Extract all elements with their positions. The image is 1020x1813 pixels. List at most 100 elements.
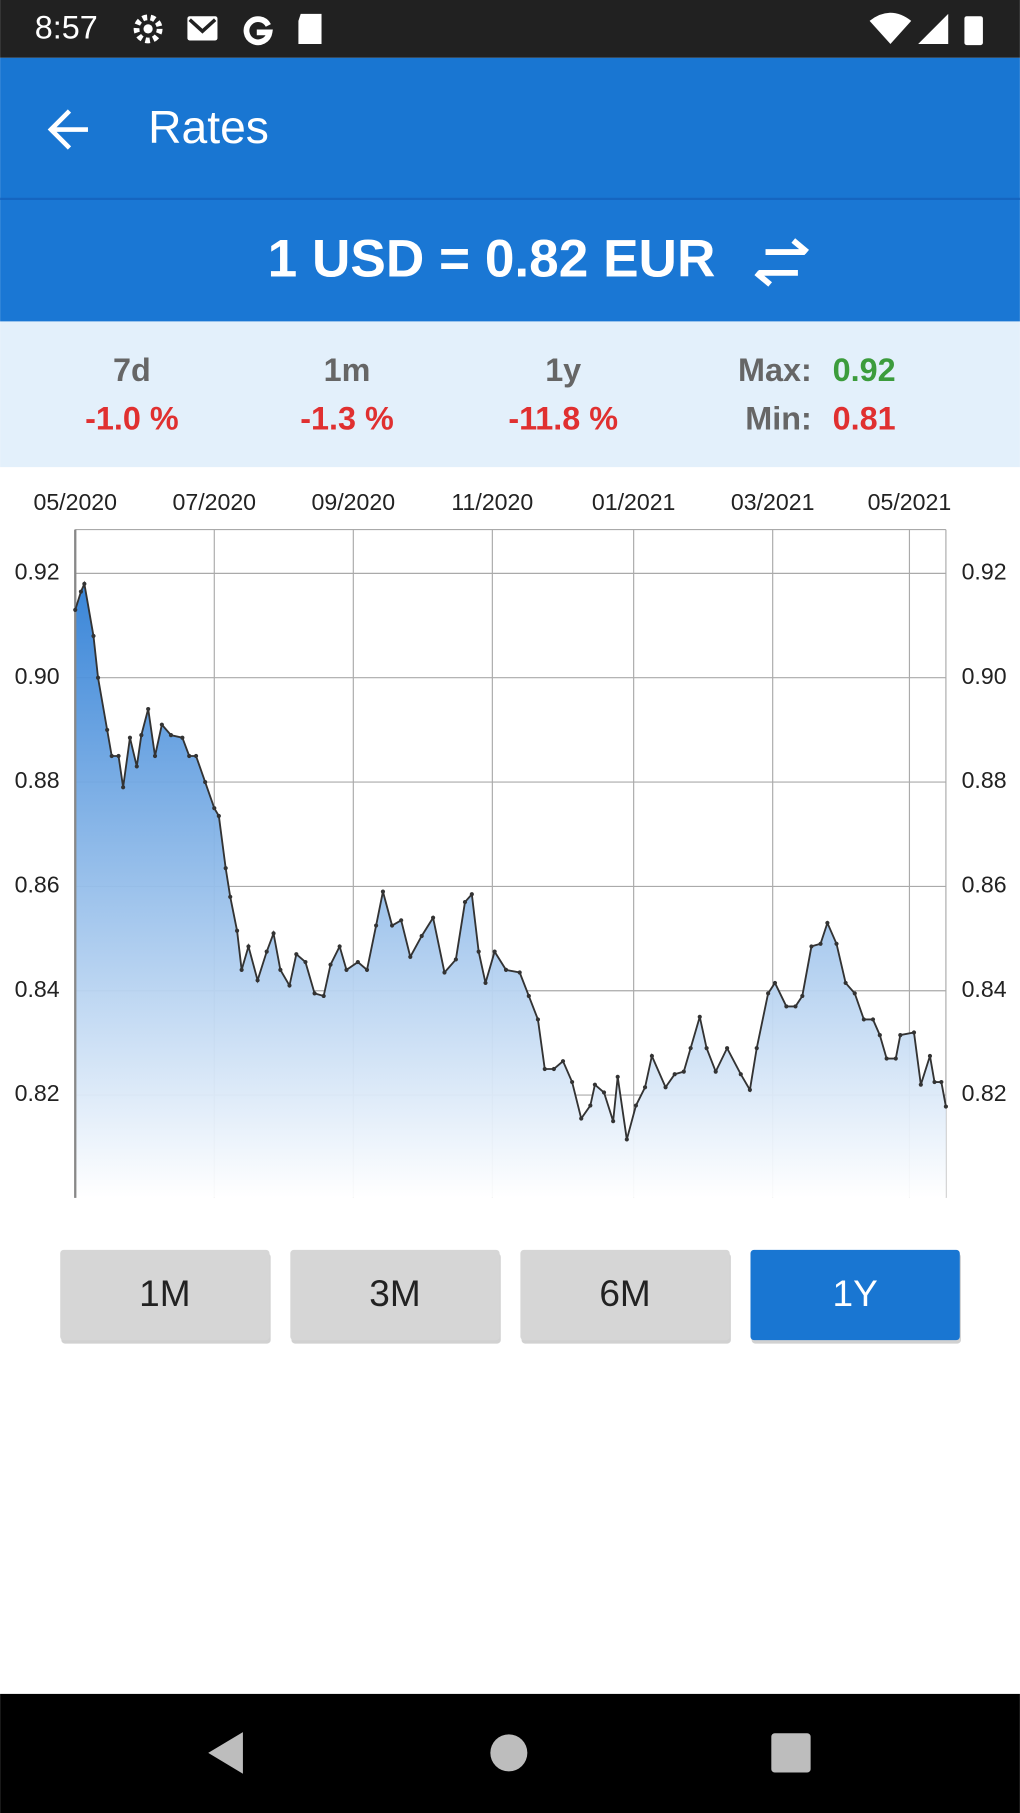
x-tick-label: 05/2021	[868, 489, 952, 515]
rate-point	[355, 959, 360, 965]
rate-point	[672, 1072, 677, 1077]
rate-point	[193, 753, 199, 759]
rate-point	[146, 706, 151, 712]
rate-point	[784, 1004, 789, 1009]
range-button-label[interactable]: 3M	[369, 1273, 420, 1314]
rate-point	[834, 941, 839, 946]
range-button-label[interactable]: 6M	[599, 1273, 650, 1314]
rate-point	[139, 733, 144, 738]
rate-point	[800, 993, 805, 999]
rate-point	[389, 923, 395, 928]
rate-point	[228, 894, 233, 899]
rate-point	[127, 735, 133, 740]
y-tick-label-right: 0.92	[962, 558, 1007, 584]
rate-point	[121, 785, 126, 790]
rate-point	[483, 980, 488, 986]
rate-point	[772, 980, 778, 986]
rate-point	[287, 983, 292, 988]
rate-point	[861, 1017, 866, 1022]
rate-point	[239, 967, 244, 972]
rate-point	[943, 1104, 948, 1109]
rate-point	[203, 779, 208, 785]
rate-point	[234, 928, 240, 933]
rate-point	[704, 1046, 709, 1051]
rate-point	[738, 1072, 743, 1077]
range-button[interactable]	[60, 1249, 270, 1341]
rate-point	[492, 949, 497, 954]
rate-point	[408, 954, 413, 959]
rate-point	[560, 1059, 566, 1064]
rate-point	[159, 722, 164, 727]
range-button-label[interactable]: 1M	[139, 1273, 190, 1314]
rate-point	[312, 991, 317, 996]
rate-point	[725, 1046, 730, 1051]
nav-home[interactable]	[490, 1734, 528, 1772]
rate-point	[918, 1082, 923, 1087]
rate-point	[73, 607, 78, 612]
rate-point	[95, 675, 101, 680]
range-buttons: 1M 3M 6M 1Y	[60, 1249, 961, 1344]
rate-point	[927, 1053, 933, 1059]
period-label: 7d	[113, 352, 151, 388]
rate-point	[713, 1069, 718, 1074]
rate-point	[624, 1137, 629, 1142]
y-tick-label-right: 0.90	[962, 663, 1007, 689]
range-button[interactable]	[290, 1249, 500, 1341]
rate-point	[328, 962, 333, 967]
rate-point	[91, 633, 96, 639]
rate-point	[78, 589, 84, 594]
rate-point	[168, 733, 174, 738]
rate-point	[337, 944, 342, 949]
period-change: -1.0 %	[85, 400, 179, 436]
range-button-label[interactable]: 1Y	[833, 1273, 878, 1314]
rate-point	[321, 993, 326, 999]
max-label: Max:	[738, 352, 812, 388]
rate-point	[551, 1066, 556, 1072]
period-label: 1y	[545, 352, 581, 388]
swap-button[interactable]	[754, 238, 810, 287]
rate-point	[187, 753, 192, 759]
rate-point	[453, 957, 458, 962]
range-button[interactable]	[520, 1249, 730, 1341]
nav-recents[interactable]	[771, 1733, 811, 1773]
rate-point	[898, 1033, 903, 1038]
rate-point	[579, 1116, 584, 1121]
rate-text: 1 USD = 0.82 EUR	[268, 230, 716, 289]
app-title: Rates	[148, 101, 269, 153]
rate-point	[649, 1053, 654, 1059]
rate-point	[364, 967, 370, 972]
rate-point	[747, 1087, 752, 1092]
rate-point	[911, 1030, 917, 1035]
range-button[interactable]	[750, 1249, 960, 1341]
rate-point	[212, 806, 217, 811]
back-button[interactable]	[47, 109, 88, 150]
rate-point	[843, 980, 848, 986]
nav-back[interactable]	[208, 1732, 243, 1774]
rate-point	[264, 949, 269, 954]
rate-point	[380, 889, 386, 894]
rate-point	[688, 1046, 693, 1051]
rate-point	[681, 1069, 686, 1074]
x-tick-label: 05/2020	[33, 489, 117, 515]
rate-point	[809, 944, 814, 949]
rate-point	[611, 1119, 616, 1124]
rate-point	[754, 1046, 759, 1051]
rate-point	[294, 952, 299, 957]
rate-point	[877, 1033, 882, 1038]
status-icons	[133, 12, 983, 46]
y-tick-label: 0.84	[15, 976, 60, 1002]
min-label: Min:	[745, 400, 812, 436]
rate-point	[503, 967, 509, 972]
y-tick-label-right: 0.88	[962, 767, 1007, 793]
area-fill	[75, 583, 946, 1198]
rate-point	[697, 1014, 702, 1019]
rate-point	[793, 1004, 798, 1009]
y-tick-label-right: 0.84	[962, 976, 1007, 1002]
rate-point	[642, 1085, 648, 1090]
rate-point	[246, 944, 251, 949]
x-tick-label: 11/2020	[451, 489, 533, 515]
rate-point	[303, 959, 308, 965]
min-value: 0.81	[833, 400, 896, 436]
rate-point	[825, 920, 830, 926]
